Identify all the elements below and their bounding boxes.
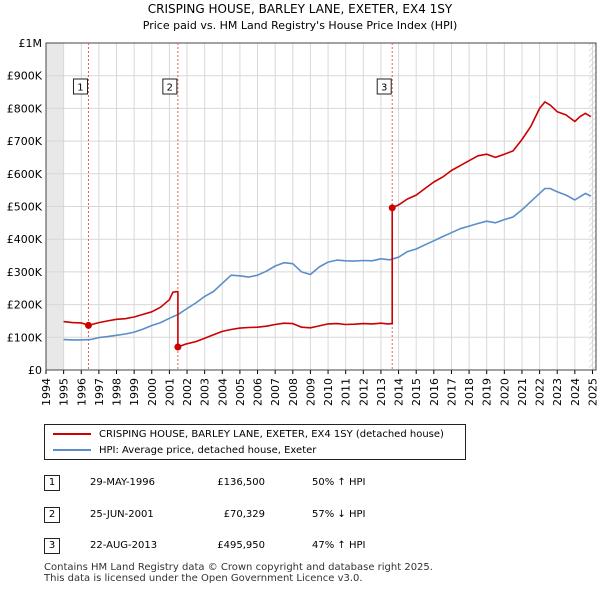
property-price-line [63, 101, 592, 348]
x-tick-label: 2010 [322, 378, 335, 406]
x-tick-label: 2001 [163, 378, 176, 406]
y-tick-label: £900K [7, 70, 43, 83]
legend-label-hpi: HPI: Average price, detached house, Exet… [99, 445, 317, 456]
x-tick-label: 1999 [128, 378, 141, 406]
x-tick-label: 2021 [516, 378, 529, 406]
transaction-date: 22-AUG-2013 [90, 540, 158, 551]
marker-label: 1 [77, 83, 83, 94]
legend-item-hpi: HPI: Average price, detached house, Exet… [53, 443, 316, 459]
chart-subtitle: Price paid vs. HM Land Registry's House … [143, 19, 458, 32]
plot-border [45, 42, 597, 371]
y-tick-label: £400K [7, 233, 43, 246]
transaction-price: £70,329 [223, 509, 265, 520]
footer: Contains HM Land Registry data © Crown c… [44, 562, 433, 584]
x-tick-label: 2024 [569, 378, 582, 406]
transaction-hpi: 47% ↑ HPI [312, 540, 366, 551]
sale-point [174, 343, 182, 351]
x-tick-label: 1997 [93, 378, 106, 406]
y-tick-label: £0 [28, 364, 42, 377]
legend: CRISPING HOUSE, BARLEY LANE, EXETER, EX4… [44, 424, 466, 460]
x-tick-label: 1996 [75, 378, 88, 406]
transaction-date: 25-JUN-2001 [90, 509, 154, 520]
y-tick-label: £800K [7, 102, 43, 115]
x-tick-label: 2019 [481, 378, 494, 406]
x-tick-label: 2011 [340, 378, 353, 406]
y-tick-label: £600K [7, 168, 43, 181]
legend-item-property: CRISPING HOUSE, BARLEY LANE, EXETER, EX4… [53, 427, 444, 443]
transaction-hpi: 50% ↑ HPI [312, 477, 366, 488]
marker-box [72, 78, 88, 95]
y-tick-label: £500K [7, 201, 43, 214]
transaction-number: 3 [44, 538, 60, 554]
x-tick-label: 2016 [428, 378, 441, 406]
marker-label: 3 [381, 83, 387, 94]
x-tick-label: 2005 [234, 378, 247, 406]
sale-point [84, 321, 92, 329]
x-tick-label: 2006 [252, 378, 265, 406]
marker-box [162, 78, 178, 95]
hpi-line [63, 187, 592, 341]
x-tick-label: 2009 [304, 378, 317, 406]
x-tick-label: 2023 [551, 378, 564, 406]
x-tick-label: 2025 [586, 378, 599, 406]
transaction-number: 1 [44, 475, 60, 491]
x-tick-label: 2007 [269, 378, 282, 406]
marker-box [376, 78, 392, 95]
transaction-price: £136,500 [217, 477, 265, 488]
x-tick-label: 2000 [146, 378, 159, 406]
sale-point [388, 204, 396, 212]
legend-label-property: CRISPING HOUSE, BARLEY LANE, EXETER, EX4… [99, 429, 444, 440]
chart-title: CRISPING HOUSE, BARLEY LANE, EXETER, EX4… [148, 2, 453, 16]
x-tick-label: 1995 [58, 378, 71, 406]
x-tick-label: 2020 [498, 378, 511, 406]
y-tick-label: £300K [7, 266, 43, 279]
marker-label: 2 [167, 83, 173, 94]
price-chart: CRISPING HOUSE, BARLEY LANE, EXETER, EX4… [7, 2, 600, 406]
x-tick-label: 2017 [445, 378, 458, 406]
x-tick-label: 2013 [375, 378, 388, 406]
transaction-price: £495,950 [217, 540, 265, 551]
plot-area: £0 £100K £200K £300K £400K £500K £600K £700K £80… [7, 37, 600, 406]
x-tick-label: 1998 [111, 378, 124, 406]
y-tick-label: £1M [19, 37, 43, 50]
y-tick-label: £200K [7, 299, 43, 312]
footer-licence: This data is licensed under the Open Gov… [44, 573, 363, 584]
y-tick-label: £700K [7, 135, 43, 148]
transaction-date: 29-MAY-1996 [90, 477, 156, 488]
x-tick-label: 2012 [357, 378, 370, 406]
x-tick-label: 2008 [287, 378, 300, 406]
transaction-hpi: 57% ↓ HPI [312, 509, 366, 520]
x-tick-label: 2015 [410, 378, 423, 406]
x-tick-label: 2018 [463, 378, 476, 406]
x-tick-label: 2022 [534, 378, 547, 406]
x-tick-label: 1994 [40, 378, 53, 406]
x-tick-label: 2014 [393, 378, 406, 406]
footer-copyright: Contains HM Land Registry data © Crown c… [44, 562, 433, 573]
legend-swatch-property [53, 433, 91, 435]
transaction-number: 2 [44, 507, 60, 523]
y-tick-label: £100K [7, 331, 43, 344]
x-tick-label: 2003 [199, 378, 212, 406]
legend-swatch-hpi [53, 449, 91, 451]
x-tick-label: 2004 [216, 378, 229, 406]
x-tick-label: 2002 [181, 378, 194, 406]
